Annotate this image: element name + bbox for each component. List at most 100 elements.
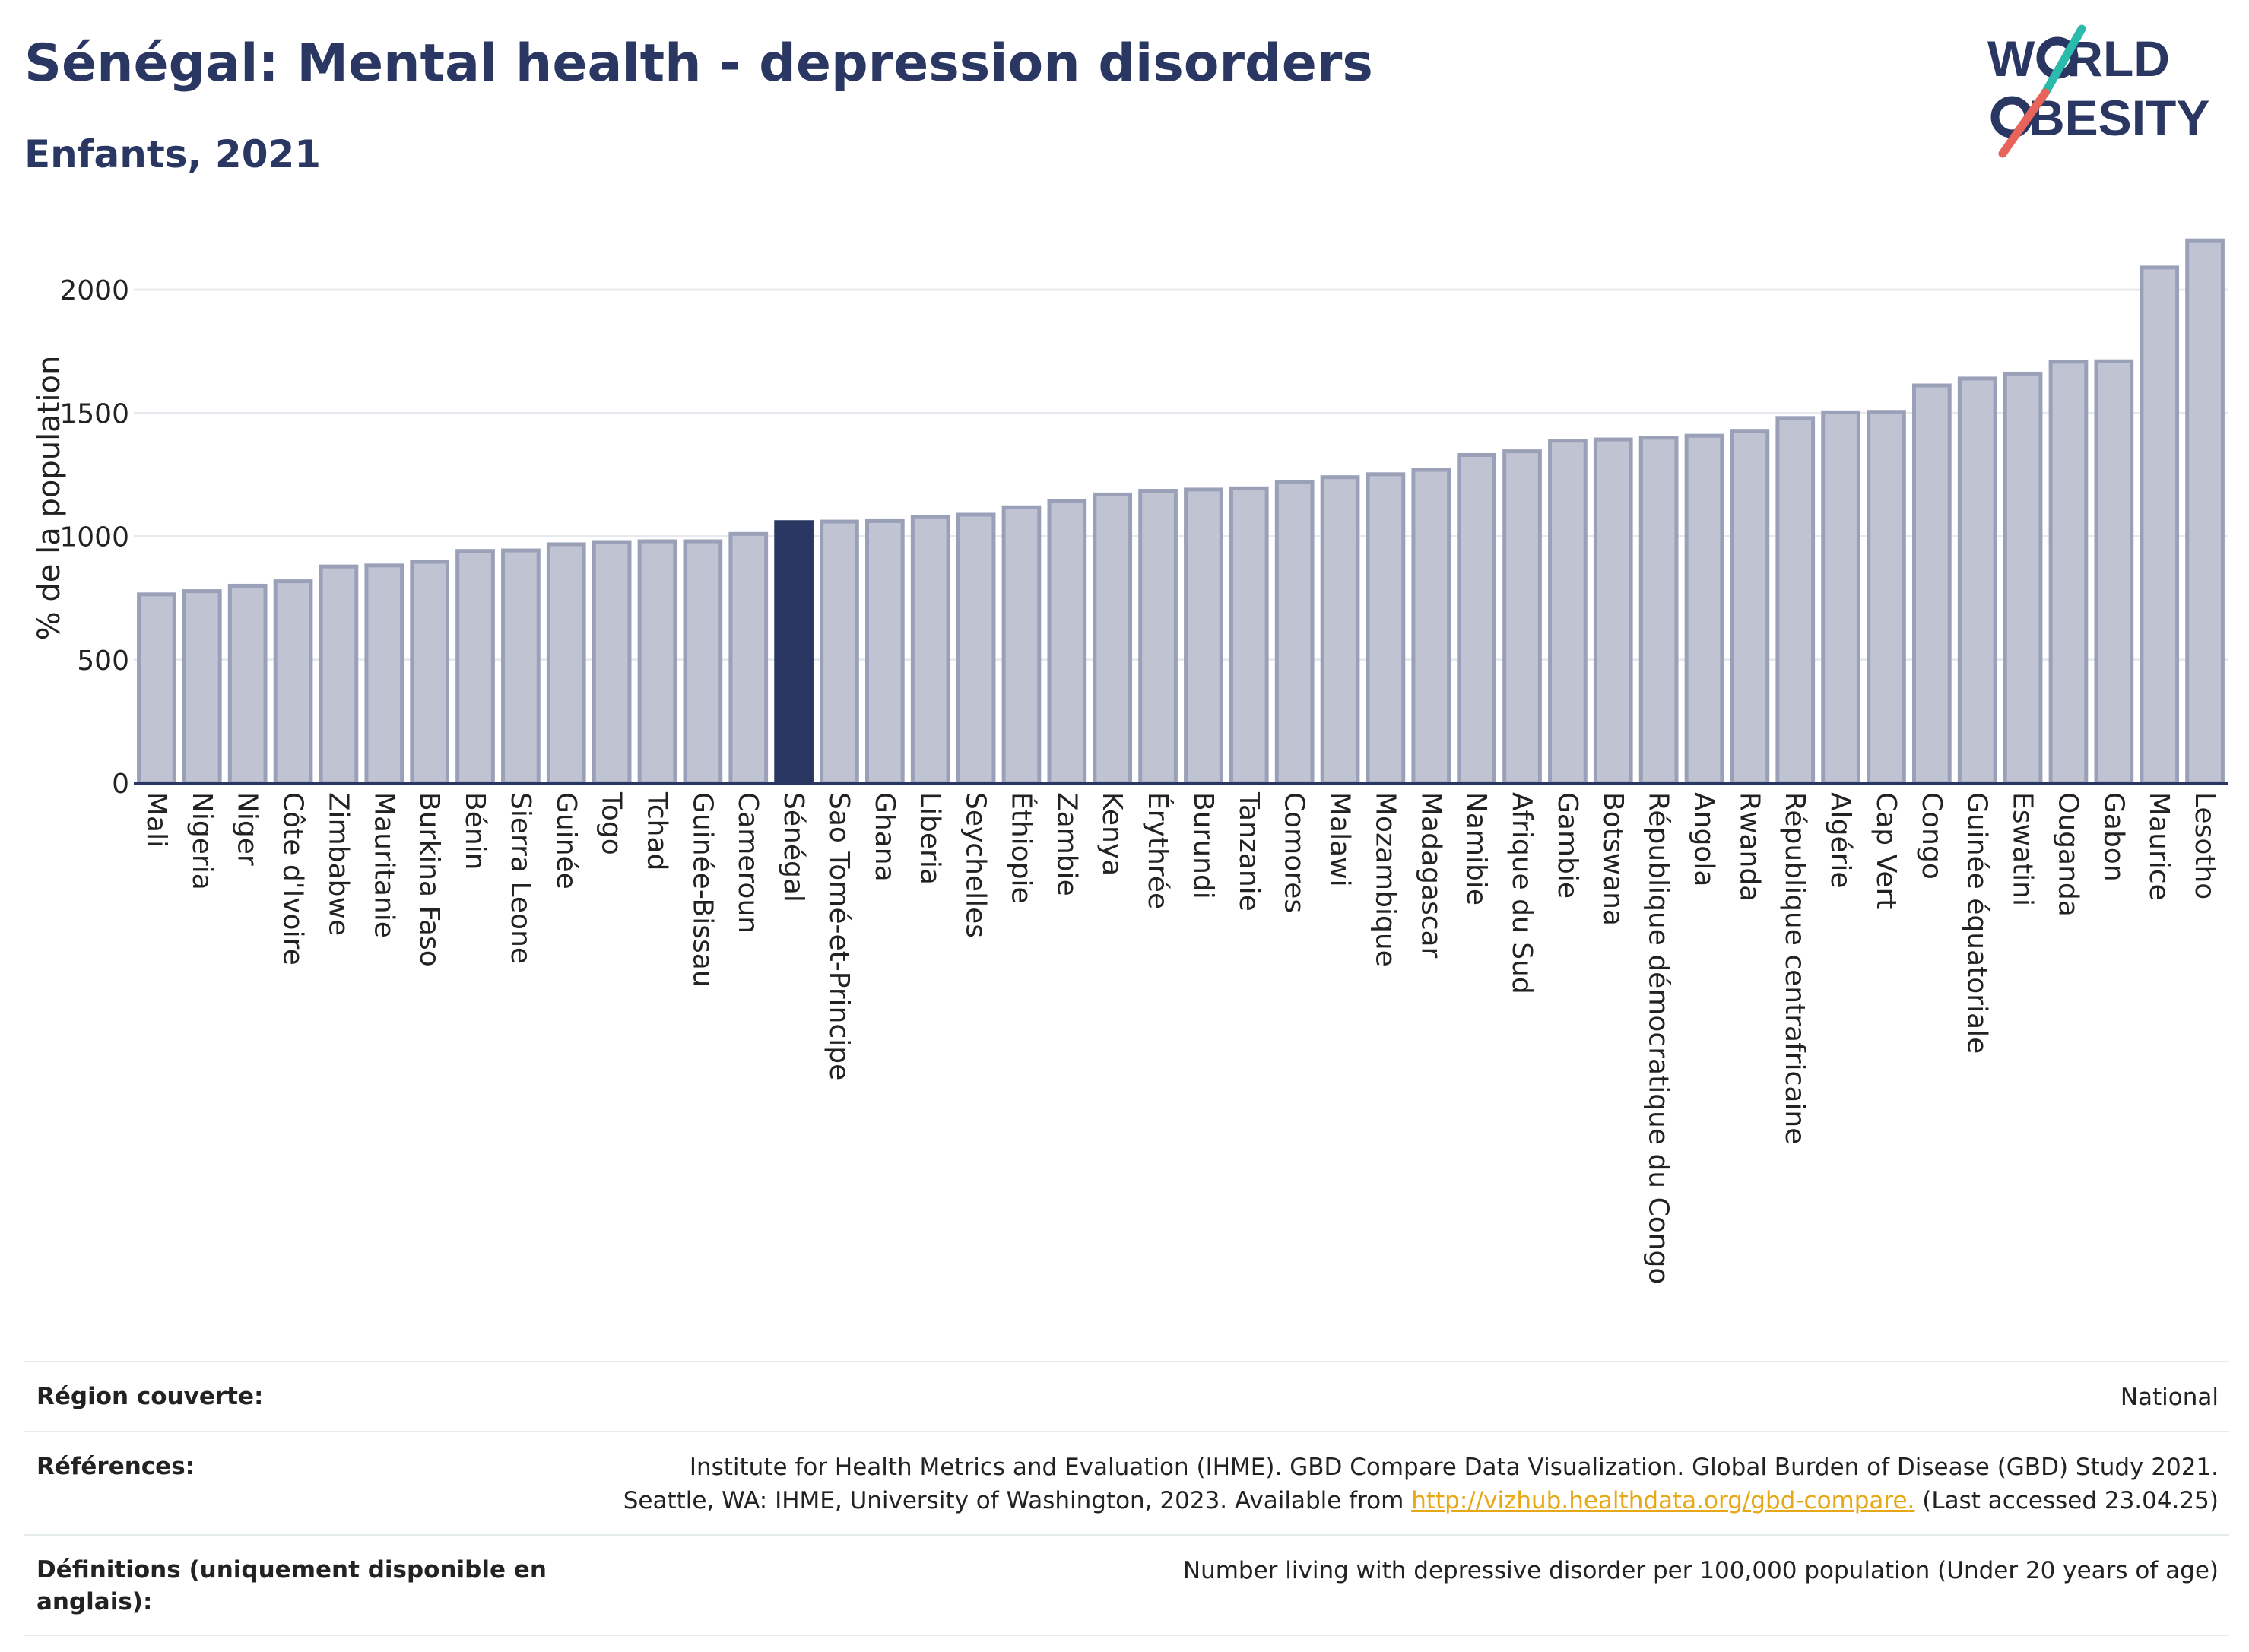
page-subtitle: Enfants, 2021: [24, 132, 322, 176]
bar: [273, 579, 313, 785]
y-tick-label: 1500: [59, 398, 129, 430]
bar: [1911, 383, 1952, 785]
x-tick-label: Ouganda: [2052, 792, 2083, 917]
references-line1: Institute for Health Metrics and Evaluat…: [689, 1454, 2219, 1481]
bar: [956, 512, 996, 785]
bar: [2048, 360, 2089, 785]
x-tick-label: Seychelles: [960, 792, 991, 938]
bar: [820, 519, 859, 785]
x-tick-label: Kenya: [1096, 792, 1128, 876]
bar: [1366, 472, 1406, 785]
bar: [1093, 492, 1133, 785]
bar-chart: 0 500 1000 1500 2000 % de la population Mali Ni…: [32, 238, 2228, 1284]
x-tick-label: Eswatini: [2007, 792, 2038, 906]
x-tick-label: Angola: [1689, 792, 1720, 886]
bar: [1957, 376, 1997, 785]
footer-row-region: Région couverte: National: [24, 1361, 2229, 1431]
footer-row-definitions: Définitions (uniquement disponible en an…: [24, 1534, 2229, 1636]
bar: [1184, 487, 1223, 785]
bar: [501, 548, 541, 785]
x-tick-label: Tanzanie: [1233, 791, 1264, 912]
x-tick-label: Bénin: [459, 792, 490, 870]
references-suffix: (Last accessed 23.04.25): [1914, 1487, 2219, 1514]
x-tick-label: Zimbabwe: [322, 792, 354, 936]
x-tick-label: Zambie: [1051, 792, 1082, 896]
references-link[interactable]: http://vizhub.healthdata.org/gbd-compare…: [1411, 1487, 1915, 1514]
bar: [864, 518, 905, 785]
world-obesity-logo: W RLD BESITY: [1987, 24, 2209, 158]
x-tick-label: Afrique du Sud: [1506, 792, 1537, 994]
x-tick-label: Mali: [141, 792, 172, 848]
bar: [1457, 452, 1497, 785]
bar: [137, 592, 176, 785]
bar: [774, 520, 814, 785]
references-prefix: Seattle, WA: IHME, University of Washing…: [623, 1487, 1412, 1514]
bar: [1684, 433, 1724, 785]
x-tick-label: Mauritanie: [368, 792, 399, 938]
x-tick-label: Cap Vert: [1870, 792, 1902, 909]
x-tick-label: Namibie: [1461, 792, 1492, 905]
bar: [1867, 410, 1906, 785]
footer-label-region: Région couverte:: [36, 1383, 264, 1410]
bar: [683, 539, 723, 785]
x-tick-label: Mozambique: [1369, 792, 1400, 967]
x-tick-label: Gabon: [2098, 792, 2129, 882]
bar: [637, 539, 677, 785]
bar: [1274, 480, 1315, 785]
x-tick-label: Niger: [232, 792, 263, 866]
bar: [1548, 439, 1588, 785]
page-title: Sénégal: Mental health - depression diso…: [24, 33, 1373, 94]
x-tick-label: Togo: [596, 791, 627, 855]
x-tick-label: Érythrée: [1142, 792, 1174, 909]
x-tick-label: Sierra Leone: [505, 792, 536, 964]
footer-table: Région couverte: National Références: In…: [24, 1361, 2229, 1636]
bar: [1638, 436, 1679, 785]
y-tick-label: 1000: [59, 522, 129, 553]
x-tick-label: Lesotho: [2189, 792, 2220, 899]
footer-row-references: Références: Institute for Health Metrics…: [24, 1431, 2229, 1534]
x-tick-label: République démocratique du Congo: [1643, 792, 1674, 1284]
x-tick-label: Ghana: [869, 792, 900, 882]
x-tick-label: Guinée équatoriale: [1962, 792, 1993, 1054]
y-tick-label: 500: [77, 645, 129, 677]
footer-label-references: Références:: [36, 1453, 195, 1480]
bar: [1411, 468, 1451, 785]
bar: [1320, 475, 1360, 785]
bar: [1229, 486, 1269, 785]
bar: [1047, 499, 1087, 785]
bar: [2094, 359, 2134, 785]
x-tick-label: Éthiopie: [1005, 792, 1037, 904]
logo-slash-teal: [2041, 24, 2086, 97]
y-tick-label: 0: [112, 769, 129, 800]
bar: [1775, 416, 1816, 785]
bar: [546, 542, 586, 785]
logo-slash-coral: [1998, 88, 2050, 158]
bar: [182, 589, 222, 785]
bar: [2003, 371, 2043, 785]
bar: [364, 563, 404, 785]
x-tick-label: Cameroun: [732, 792, 763, 934]
footer-value-region: National: [2120, 1384, 2219, 1411]
x-tick-label: Malawi: [1324, 792, 1356, 887]
bar: [728, 531, 769, 785]
y-axis-label: % de la population: [32, 356, 67, 641]
bar: [410, 560, 450, 785]
footer-value-references: Institute for Health Metrics and Evaluat…: [554, 1451, 2219, 1517]
x-tick-label: Congo: [1916, 792, 1947, 880]
x-tick-label: République centrafricaine: [1779, 792, 1810, 1144]
bar: [910, 515, 950, 785]
footer-value-definitions: Number living with depressive disorder p…: [1182, 1557, 2219, 1584]
x-tick-label: Tchad: [642, 791, 673, 870]
bar: [1502, 449, 1542, 785]
x-tick-label: Sao Tomé-et-Principe: [823, 792, 855, 1080]
x-tick-label: Nigeria: [186, 792, 217, 890]
logo-line2: BESITY: [2029, 90, 2209, 146]
bar: [2140, 265, 2180, 785]
bar: [319, 564, 359, 785]
y-tick-label: 2000: [59, 275, 129, 306]
x-tick-label: Burundi: [1188, 792, 1219, 899]
x-tick-label: Sénégal: [778, 792, 809, 902]
bar: [1730, 429, 1770, 785]
logo-line1: W RLD: [1987, 30, 2170, 87]
x-tick-label: Guinée: [550, 792, 582, 889]
